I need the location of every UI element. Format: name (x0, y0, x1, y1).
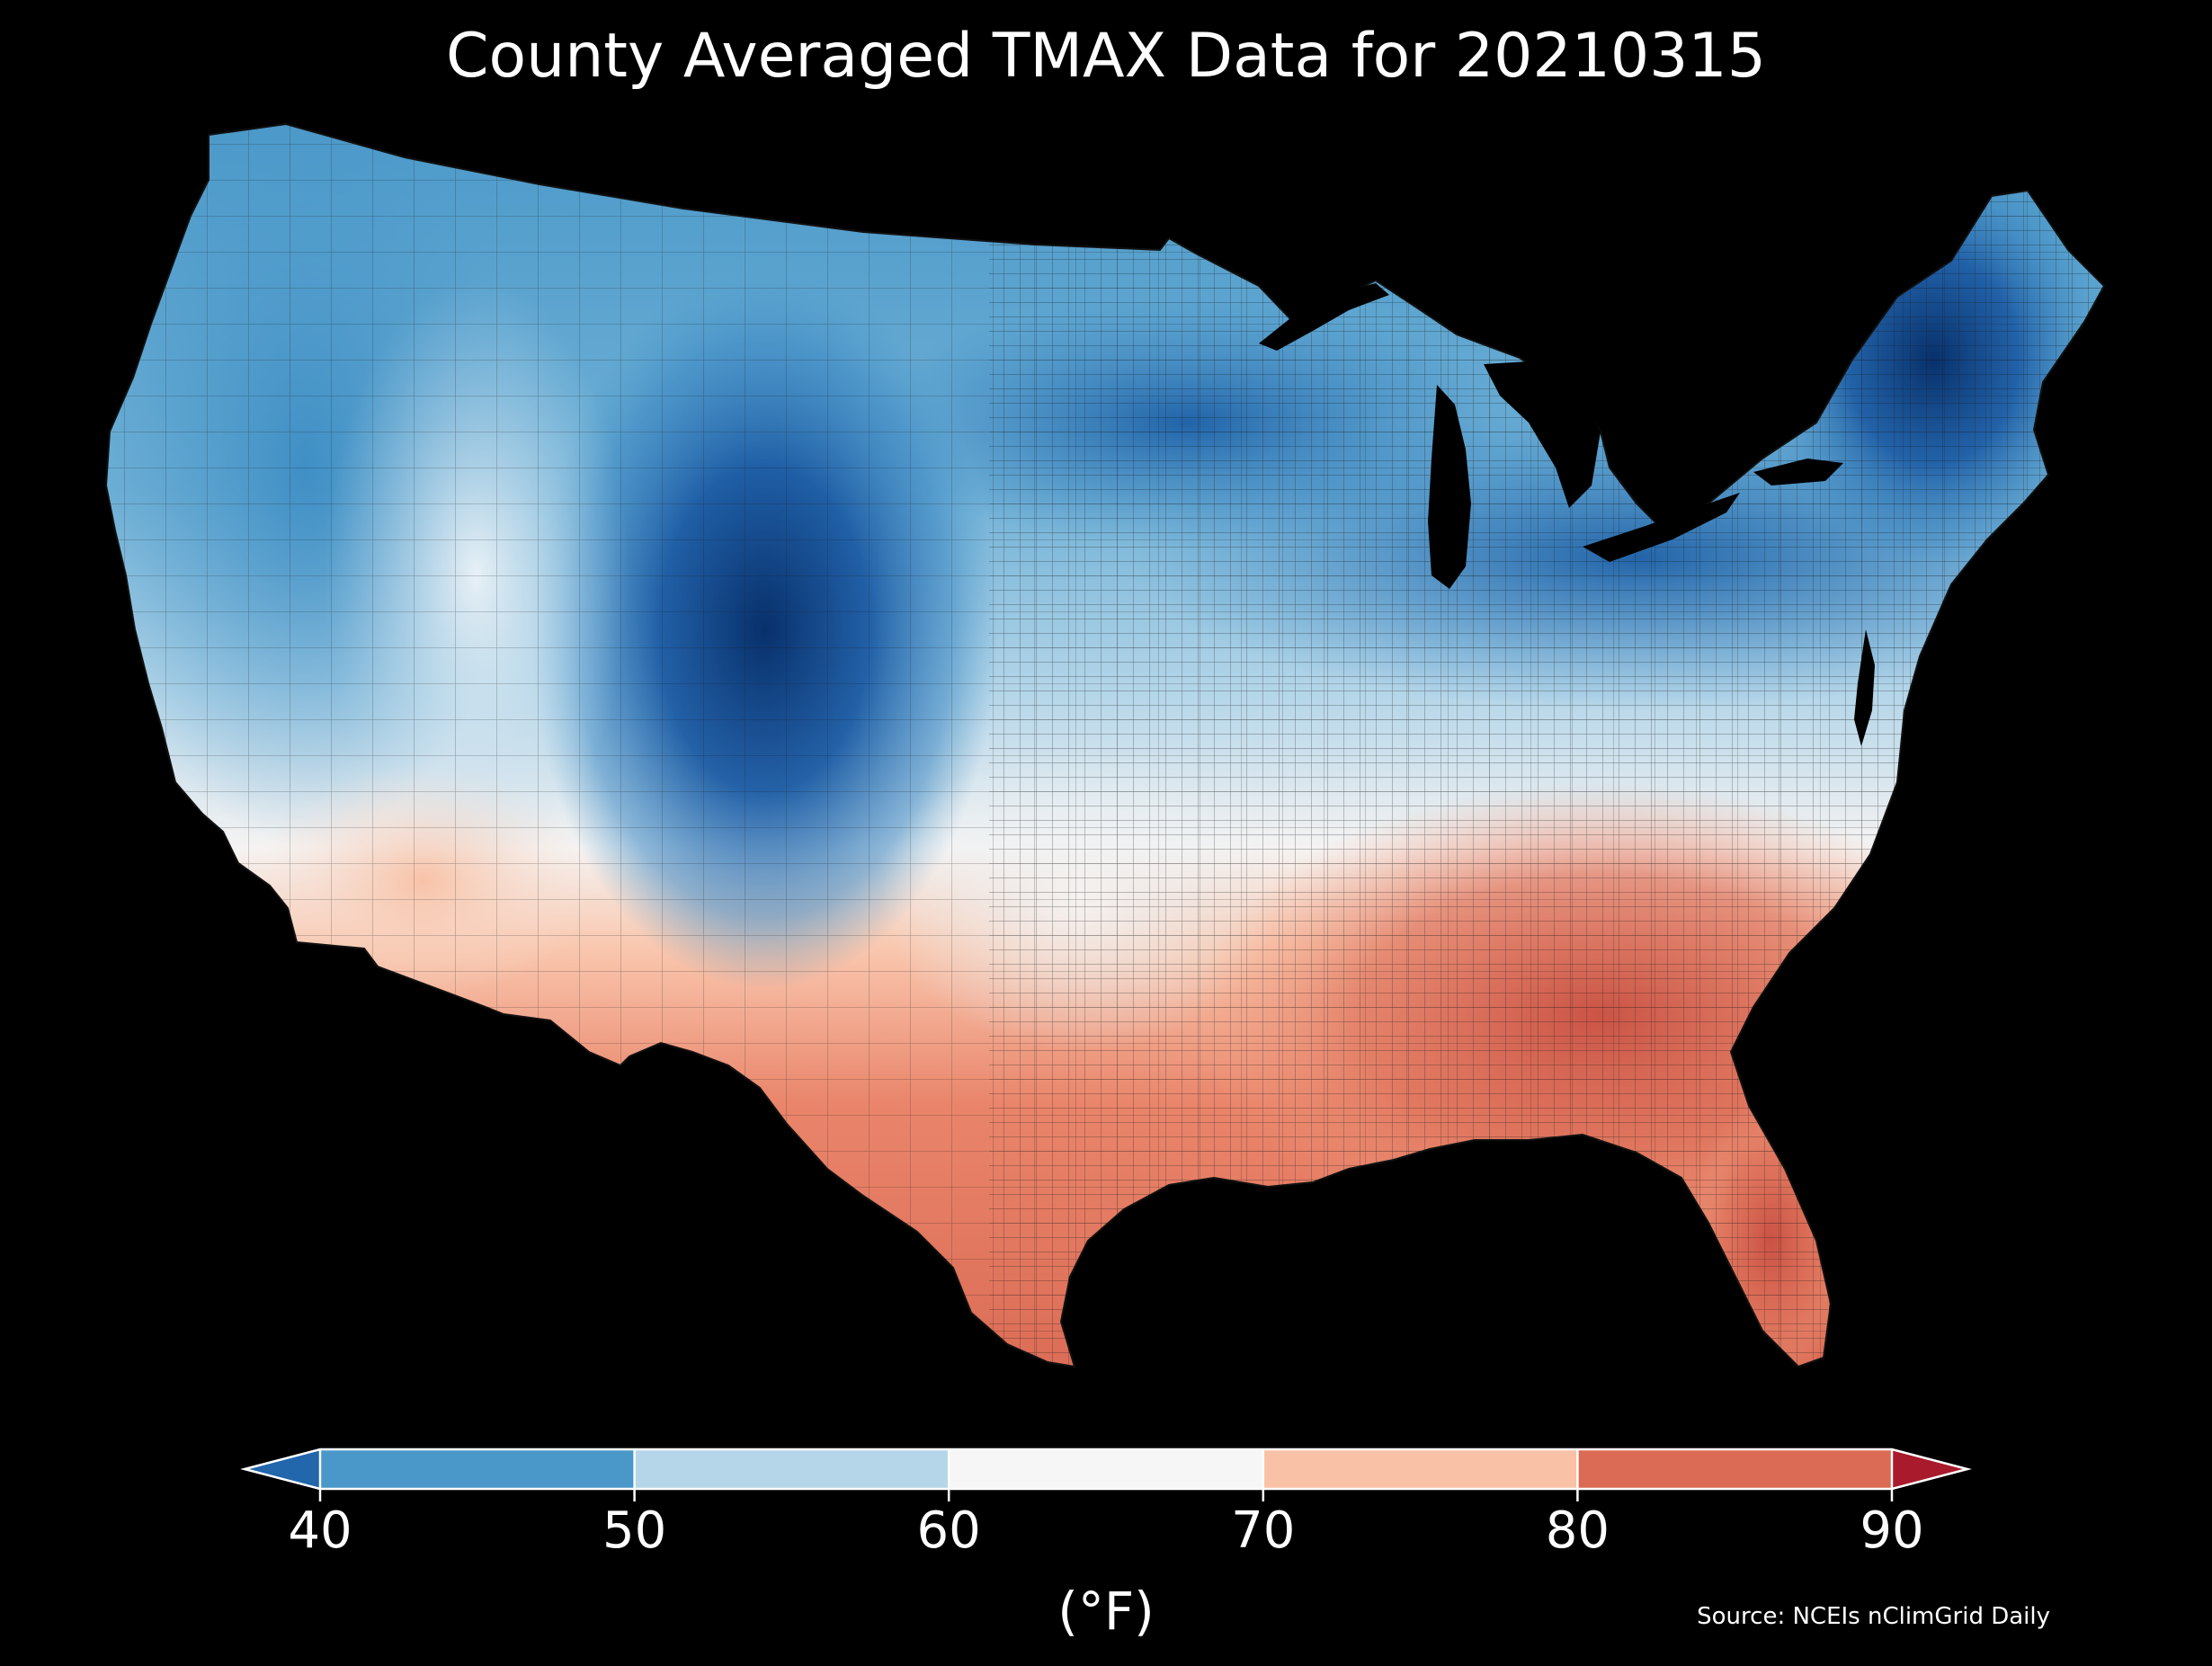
lake-michigan (1428, 385, 1471, 589)
colorbar-bin-1 (634, 1449, 950, 1489)
lake-superior (1259, 283, 1389, 351)
colorbar-bin-3 (1262, 1449, 1578, 1489)
colorbar-units-label: (°F) (1057, 1581, 1155, 1642)
source-label: Source: NCEIs nClimGrid Daily (1697, 1603, 2050, 1630)
lake-ontario (1753, 459, 1843, 486)
chesapeake-bay (1854, 629, 1875, 746)
colorbar-bin-0 (320, 1449, 635, 1489)
colorbar-tick-label: 90 (1860, 1501, 1924, 1560)
colorbar-tick-label: 60 (916, 1501, 981, 1560)
colorbar-over-arrow (1892, 1449, 1967, 1489)
map-title: County Averaged TMAX Data for 20210315 (446, 21, 1766, 92)
colorbar (240, 1448, 1972, 1501)
colorbar-tick-label: 50 (602, 1501, 667, 1560)
colorbar-under-arrow (245, 1449, 320, 1489)
colorbar-tick-label: 80 (1545, 1501, 1610, 1560)
colorbar-tick-label: 70 (1231, 1501, 1296, 1560)
lake-huron (1484, 361, 1601, 508)
colorbar-bin-4 (1577, 1449, 1892, 1489)
lake-erie (1583, 493, 1740, 562)
colorbar-bin-2 (949, 1449, 1263, 1489)
colorbar-tick-label: 40 (288, 1501, 352, 1560)
